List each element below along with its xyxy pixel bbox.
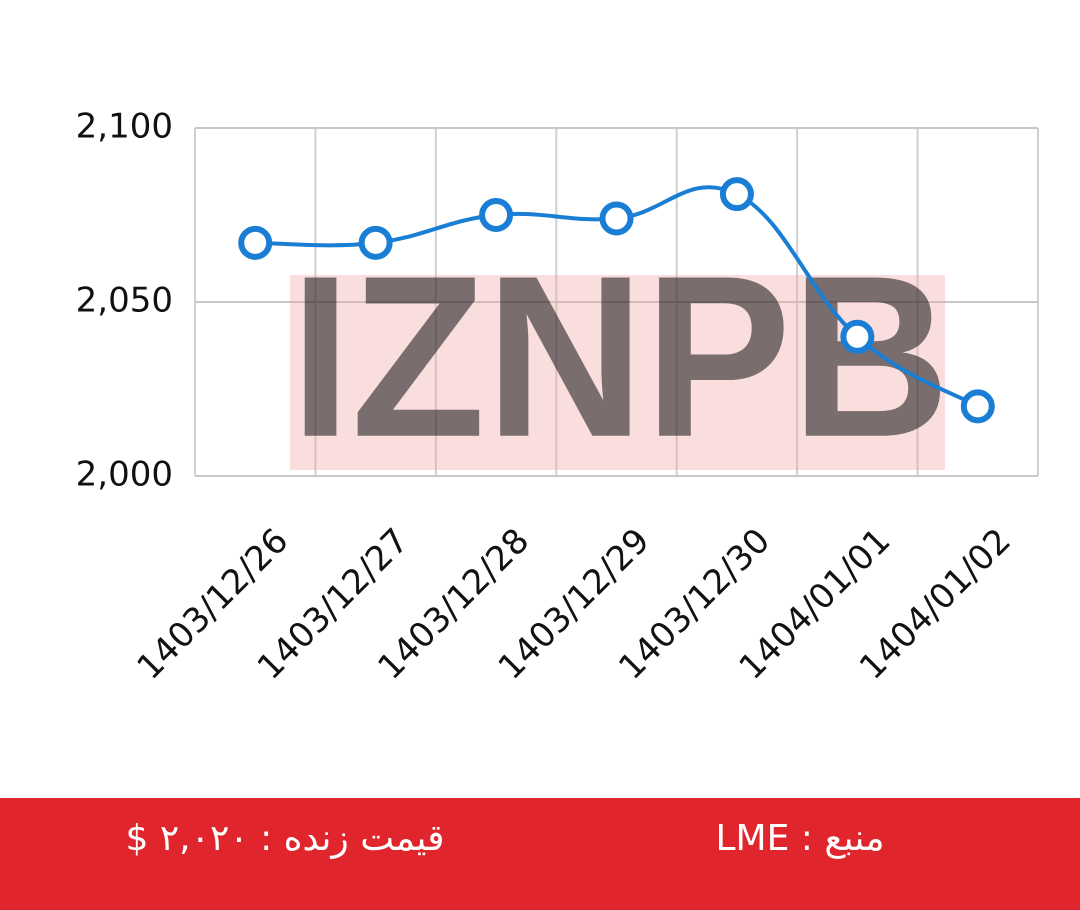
y-tick-label: 2,000	[76, 455, 173, 495]
watermark: IZNPB	[290, 228, 950, 485]
point	[960, 389, 995, 424]
source: منبع : LME	[715, 818, 884, 859]
point	[358, 225, 393, 260]
point	[719, 177, 754, 212]
point	[479, 198, 514, 232]
y-tick-label: 2,050	[76, 281, 173, 321]
watermark-band	[290, 275, 945, 470]
point	[238, 225, 273, 260]
live-price: قیمت زنده : ۲,۰۲۰ $	[125, 818, 444, 859]
point	[599, 201, 634, 236]
point	[840, 319, 875, 354]
y-tick-label: 2,100	[76, 107, 173, 147]
footer-bar	[0, 798, 1080, 910]
